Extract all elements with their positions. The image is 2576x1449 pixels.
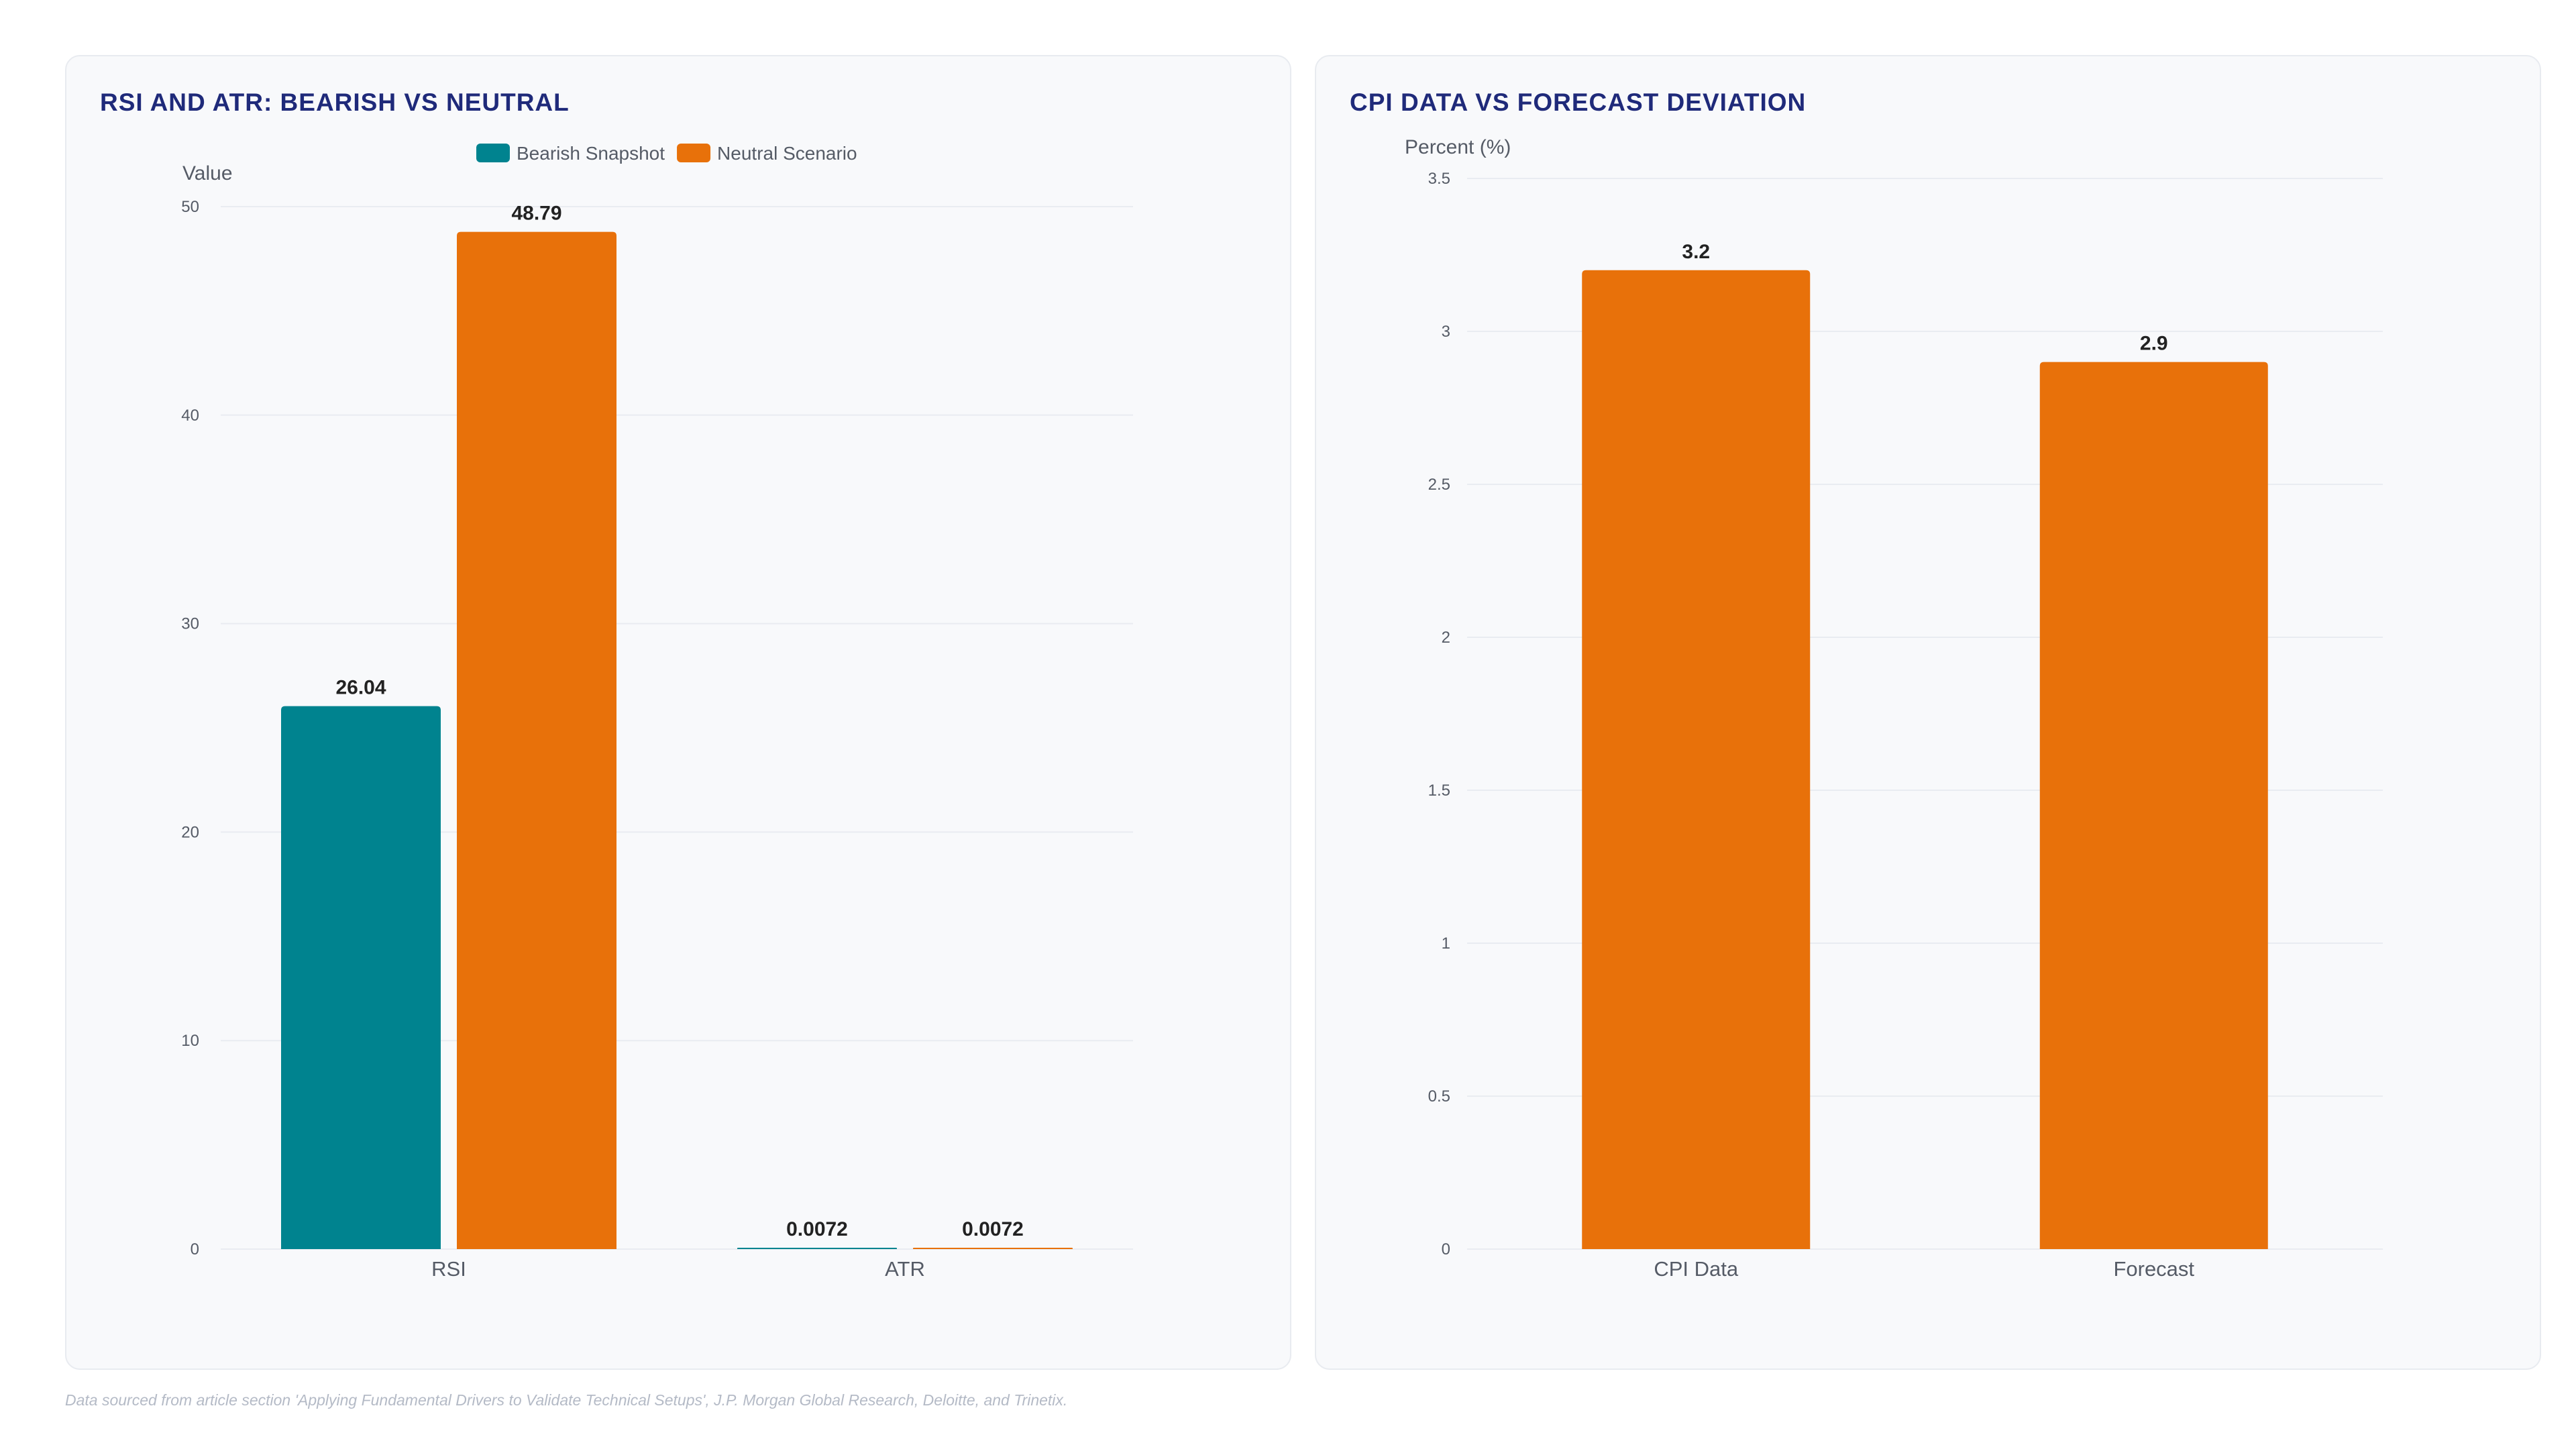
y-tick-label: 1: [1442, 934, 1450, 953]
y-tick-label: 2: [1442, 629, 1450, 647]
x-tick-label: ATR: [885, 1257, 925, 1281]
rsi-atr-bar-chart: 0 10 20 30 40 50 Value 26.04 48.79 RSI 0.0072 0.007…: [181, 143, 1133, 1281]
x-tick-label: CPI Data: [1654, 1257, 1739, 1281]
chart-title: RSI AND ATR: BEARISH VS NEUTRAL: [100, 89, 570, 116]
y-tick-label: 3.5: [1428, 170, 1450, 188]
bar: [2039, 362, 2268, 1249]
chart-title: CPI DATA VS FORECAST DEVIATION: [1350, 89, 1807, 116]
bar-value-label: 2.9: [2140, 333, 2168, 355]
x-tick-label: Forecast: [2113, 1257, 2194, 1281]
y-tick-label: 0: [191, 1240, 199, 1258]
y-tick-label: 1.5: [1428, 782, 1450, 800]
bar-value-label: 3.2: [1682, 241, 1710, 263]
y-tick-label: 0: [1442, 1240, 1450, 1258]
legend-label: Neutral Scenario: [717, 143, 857, 164]
bar-value-label: 26.04: [335, 677, 386, 699]
cpi-chart-panel: CPI DATA VS FORECAST DEVIATION 0 0.5 1 1.5 2…: [1315, 55, 2541, 1370]
y-tick-label: 50: [181, 198, 199, 216]
y-axis-label: Percent (%): [1405, 136, 1511, 158]
bar: [1582, 270, 1811, 1249]
bar: [457, 231, 616, 1249]
x-tick-label: RSI: [431, 1257, 466, 1281]
y-tick-label: 2.5: [1428, 476, 1450, 494]
bar-value-label: 0.0072: [786, 1218, 848, 1240]
bar-value-label: 48.79: [511, 203, 561, 225]
bar-value-label: 0.0072: [962, 1218, 1024, 1240]
rsi-atr-chart-panel: RSI AND ATR: BEARISH VS NEUTRAL 0 10 20 30 4…: [65, 55, 1291, 1370]
y-tick-label: 3: [1442, 323, 1450, 341]
y-tick-label: 10: [181, 1032, 199, 1050]
bar: [913, 1248, 1073, 1249]
bar: [737, 1248, 897, 1249]
data-source-footnote: Data sourced from article section 'Apply…: [65, 1391, 1068, 1409]
legend-label: Bearish Snapshot: [517, 143, 665, 164]
y-axis-label: Value: [182, 162, 233, 184]
cpi-bar-chart: 0 0.5 1 1.5 2 2.5 3 3.5 Percent (%) 3.2 CPI Data 2.…: [1405, 136, 2383, 1281]
y-tick-label: 20: [181, 823, 199, 841]
bar: [281, 706, 441, 1249]
legend-swatch: [677, 144, 711, 162]
y-tick-label: 40: [181, 407, 199, 425]
legend-swatch: [476, 144, 510, 162]
y-tick-label: 30: [181, 615, 199, 633]
y-tick-label: 0.5: [1428, 1087, 1450, 1106]
